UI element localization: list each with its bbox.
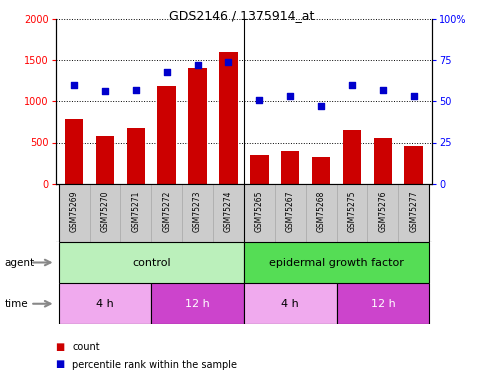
Text: GSM75271: GSM75271 [131,191,141,232]
Text: 12 h: 12 h [370,299,395,309]
Bar [398,184,429,242]
Text: time: time [5,299,28,309]
Point [348,82,356,88]
Text: GSM75267: GSM75267 [286,191,295,232]
Text: count: count [72,342,100,352]
Bar [213,184,244,242]
Bar [182,184,213,242]
Text: control: control [132,258,170,267]
Point [132,87,140,93]
Bar [306,184,337,242]
Bar [244,283,337,324]
Point [317,103,325,109]
Bar [65,118,84,184]
Text: 4 h: 4 h [282,299,299,309]
Bar [244,242,429,283]
Point [379,87,387,93]
Point [256,97,263,103]
Point [194,62,201,68]
Bar [250,155,269,184]
Text: agent: agent [5,258,35,267]
Text: GDS2146 / 1375914_at: GDS2146 / 1375914_at [169,9,314,22]
Text: percentile rank within the sample: percentile rank within the sample [72,360,238,369]
Point [163,69,170,75]
Text: 12 h: 12 h [185,299,210,309]
Point [70,82,78,88]
Bar [58,184,89,242]
Bar [89,184,120,242]
Bar [219,52,238,184]
Bar [337,283,429,324]
Text: GSM75265: GSM75265 [255,191,264,232]
Text: GSM75269: GSM75269 [70,191,79,232]
Bar [368,184,398,242]
Text: 4 h: 4 h [96,299,114,309]
Point [225,58,232,64]
Text: GSM75272: GSM75272 [162,191,171,232]
Bar [127,128,145,184]
Bar [374,138,392,184]
Bar [151,184,182,242]
Text: GSM75277: GSM75277 [409,191,418,232]
Bar [120,184,151,242]
Point [410,93,418,99]
Bar [157,86,176,184]
Bar [312,157,330,184]
Bar [188,68,207,184]
Text: GSM75273: GSM75273 [193,191,202,232]
Text: GSM75268: GSM75268 [317,191,326,232]
Bar [96,136,114,184]
Text: GSM75275: GSM75275 [347,191,356,232]
Text: GSM75270: GSM75270 [100,191,110,232]
Text: ■: ■ [56,360,65,369]
Bar [343,130,361,184]
Bar [244,184,275,242]
Bar [151,283,244,324]
Bar [337,184,368,242]
Point [286,93,294,99]
Bar [404,146,423,184]
Bar [275,184,306,242]
Text: ■: ■ [56,342,65,352]
Text: epidermal growth factor: epidermal growth factor [269,258,404,267]
Text: GSM75274: GSM75274 [224,191,233,232]
Bar [58,283,151,324]
Bar [58,242,244,283]
Text: GSM75276: GSM75276 [378,191,387,232]
Point [101,88,109,94]
Bar [281,151,299,184]
